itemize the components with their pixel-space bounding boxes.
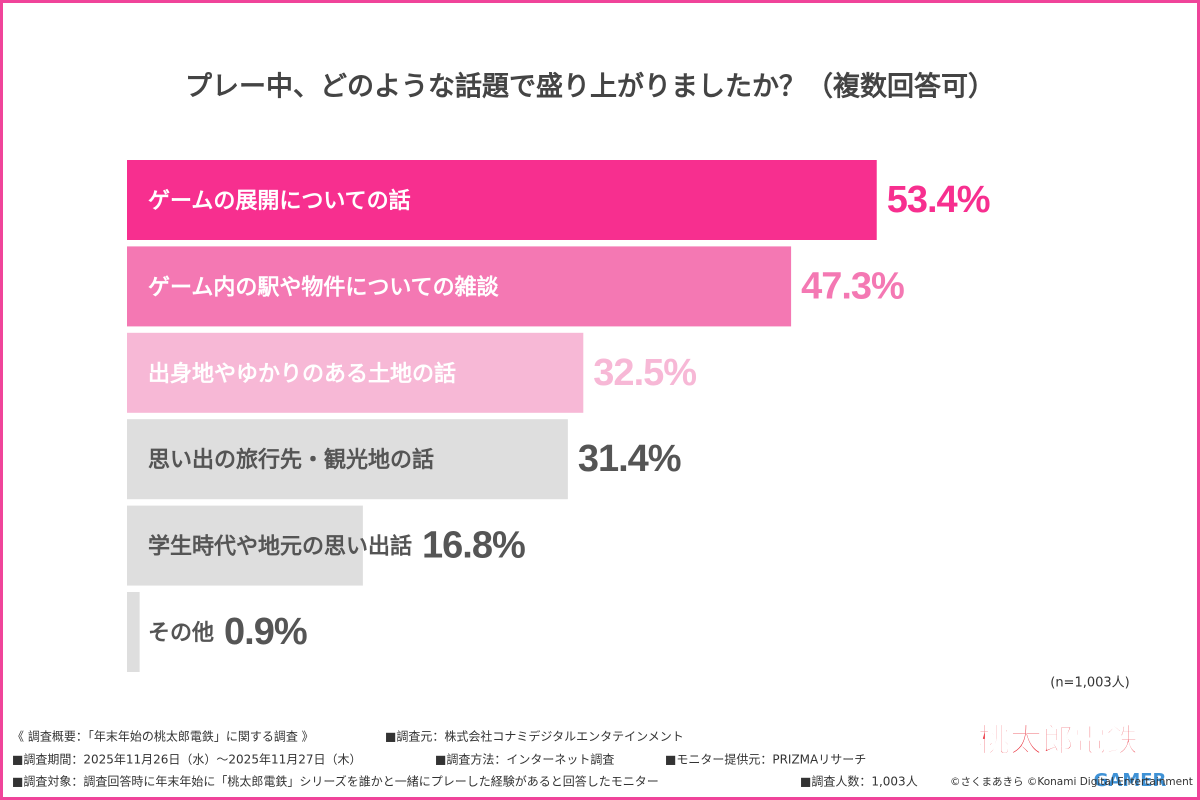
value-label: 53.4% [887,179,990,221]
footnote: ■調査元：株式会社コナミデジタルエンタテインメント [385,729,684,744]
bar [127,246,792,327]
value-label: 47.3% [801,265,904,307]
bar [127,332,584,413]
bar [127,592,140,672]
bar [127,160,877,240]
footnote: ©さくまあきら ©Konami Digital Entertainment [950,776,1193,788]
bar [127,419,568,500]
footnote: 《 調査概要：「年末年始の桃太郎電鉄」に関する調査 》 [12,729,314,744]
logo: 桃太郎電鉄 [978,721,1138,759]
footnote: ■調査期間：2025年11月26日（水）〜2025年11月27日（木） [12,753,362,767]
value-label: 16.8% [422,525,525,567]
category-label: 思い出の旅行先・観光地の話 [148,447,434,473]
category-label: 学生時代や地元の思い出話 [148,534,412,560]
footnote: ■調査方法：インターネット調査 [435,752,614,767]
footnote: ■モニター提供元：PRIZMAリサーチ [665,752,866,767]
value-label: 0.9% [224,611,307,653]
category-label: その他 [148,621,214,646]
watermark: GAMER [1094,770,1167,791]
chart-title: プレー中、どのような話題で盛り上がりましたか？（複数回答可） [185,71,995,103]
bar [127,505,363,586]
category-label: 出身地やゆかりのある土地の話 [148,361,456,387]
footnote: ■調査人数：1,003人 [800,774,918,789]
category-label: ゲーム内の駅や物件についての雑談 [148,274,500,300]
footnote: ■調査対象：調査回答時に年末年始に「桃太郎電鉄」シリーズを誰かと一緒にプレーした… [12,774,659,789]
value-label: 31.4% [578,438,681,480]
sample-note: (n=1,003人) [1050,676,1130,691]
value-label: 32.5% [593,352,696,394]
category-label: ゲームの展開についての話 [148,188,411,214]
